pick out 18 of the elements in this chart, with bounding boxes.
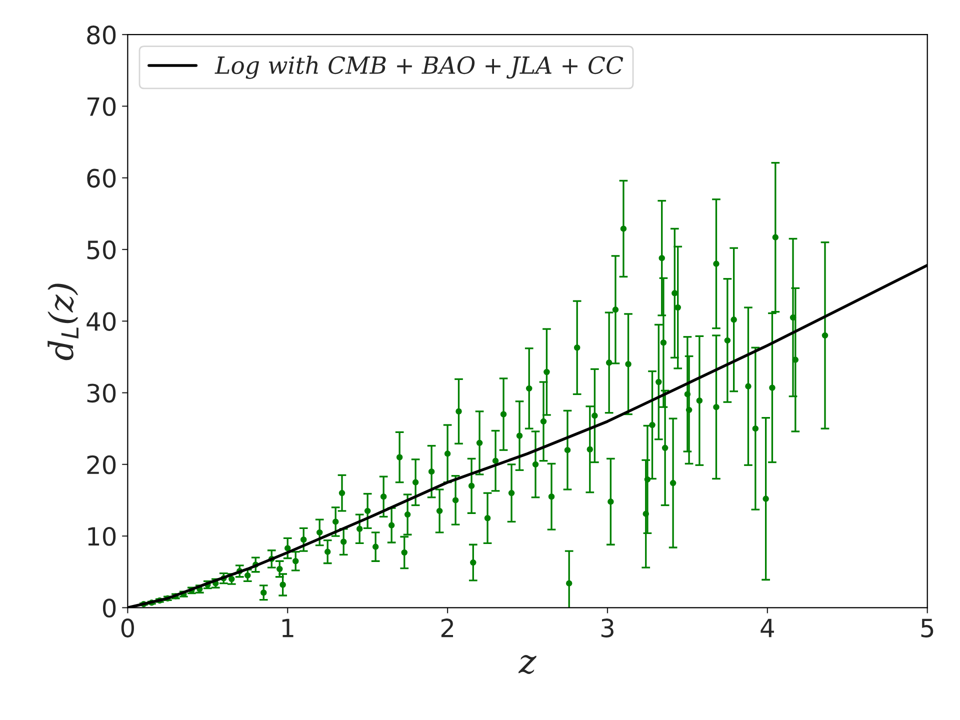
- x-tick-label: 4: [760, 618, 774, 638]
- x-tick-label: 0: [121, 618, 134, 638]
- y-tick-label: 10: [88, 526, 116, 546]
- x-tick-label: 3: [601, 618, 614, 638]
- y-tick-label: 0: [103, 598, 116, 618]
- y-axis-title: d$_{L}$(z): [48, 284, 78, 360]
- x-tick-label: 1: [282, 618, 294, 638]
- y-tick-label: 60: [87, 168, 116, 188]
- y-tick-label: 20: [87, 455, 116, 474]
- x-axis-title: z: [518, 655, 536, 674]
- x-tick-label: 5: [921, 618, 934, 638]
- y-tick-label: 40: [86, 312, 116, 331]
- y-tick-label: 80: [87, 26, 116, 44]
- y-tick-label: 70: [88, 97, 116, 116]
- x-tick-label: 2: [441, 618, 453, 638]
- y-tick-label: 30: [87, 384, 116, 403]
- legend-label: Log with CMB + BAO + JLA + CC: [214, 56, 624, 79]
- y-tick-label: 50: [87, 240, 116, 260]
